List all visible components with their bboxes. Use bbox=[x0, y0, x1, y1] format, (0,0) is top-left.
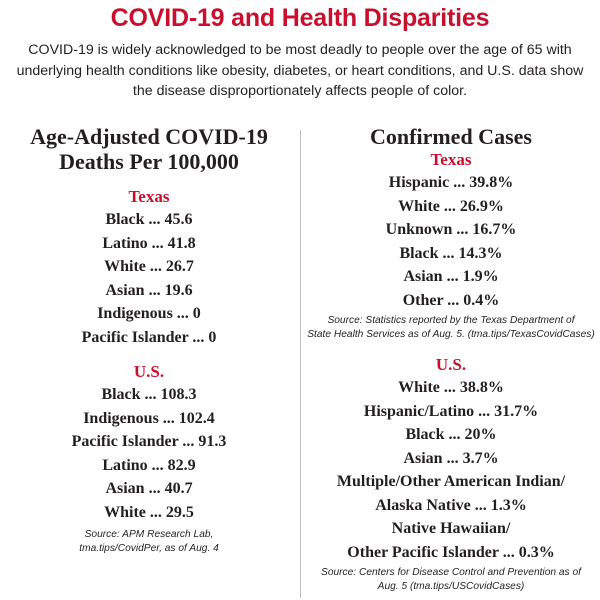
cases-us-row: White ... 38.8% bbox=[398, 379, 504, 396]
deaths-texas-row: Pacific Islander ... 0 bbox=[81, 328, 217, 346]
page-title: COVID-19 and Health Disparities bbox=[110, 4, 490, 32]
cases-us-row: Other Pacific Islander ... 0.3% bbox=[347, 543, 555, 561]
cases-texas-row: Hispanic ... 39.8% bbox=[388, 174, 514, 191]
cases-column: Confirmed Cases Texas Hispanic ... 39.8%… bbox=[302, 124, 600, 594]
deaths-column: Age-Adjusted COVID-19 Deaths Per 100,000… bbox=[0, 124, 298, 556]
cases-texas-row: Black ... 14.3% bbox=[399, 244, 503, 262]
cases-us-row: Alaska Native ... 1.3% bbox=[375, 496, 527, 514]
cases-texas-source-line2: State Health Services as of Aug. 5. (tma… bbox=[307, 329, 595, 340]
deaths-us-row: Indigenous ... 102.4 bbox=[83, 409, 215, 427]
deaths-heading-line2: Deaths Per 100,000 bbox=[59, 149, 239, 174]
deaths-us-row: Asian ... 40.7 bbox=[105, 480, 193, 497]
cases-us-row: Multiple/Other American Indian/ bbox=[336, 473, 566, 490]
deaths-texas-row: Indigenous ... 0 bbox=[97, 305, 201, 322]
deaths-heading-line1: Age-Adjusted COVID-19 bbox=[30, 124, 268, 149]
deaths-us-row: White ... 29.5 bbox=[104, 503, 194, 521]
cases-texas-row: White ... 26.9% bbox=[398, 197, 504, 215]
deaths-us-row: Pacific Islander ... 91.3 bbox=[71, 433, 227, 450]
cases-us-label: U.S. bbox=[435, 355, 467, 374]
cases-texas-label: Texas bbox=[430, 150, 472, 169]
deaths-us-row: Latino ... 82.9 bbox=[102, 456, 196, 474]
intro-text: COVID-19 is widely acknowledged to be mo… bbox=[16, 42, 584, 99]
deaths-us-label: U.S. bbox=[133, 362, 165, 381]
cases-heading: Confirmed Cases bbox=[370, 124, 532, 149]
cases-us-source-line2: Aug. 5 (tma.tips/USCovidCases) bbox=[377, 581, 525, 592]
deaths-texas-label: Texas bbox=[128, 187, 170, 206]
cases-us-row: Black ... 20% bbox=[405, 426, 497, 443]
cases-us-row: Asian ... 3.7% bbox=[403, 449, 499, 467]
deaths-texas-row: Black ... 45.6 bbox=[105, 211, 193, 228]
deaths-source-line1: Source: APM Research Lab, bbox=[84, 529, 214, 540]
cases-texas-source-line1: Source: Statistics reported by the Texas… bbox=[327, 315, 575, 326]
cases-us-source-line1: Source: Centers for Disease Control and … bbox=[321, 567, 581, 578]
deaths-source-line2: tma.tips/CovidPer, as of Aug. 4 bbox=[79, 543, 219, 554]
deaths-us-row: Black ... 108.3 bbox=[101, 386, 197, 403]
column-divider bbox=[300, 130, 301, 598]
cases-us-row: Native Hawaiian/ bbox=[391, 520, 511, 537]
deaths-texas-row: Asian ... 19.6 bbox=[105, 281, 193, 299]
deaths-texas-row: White ... 26.7 bbox=[104, 258, 194, 275]
cases-texas-row: Other ... 0.4% bbox=[402, 291, 500, 309]
cases-texas-row: Asian ... 1.9% bbox=[403, 268, 499, 285]
cases-texas-row: Unknown ... 16.7% bbox=[385, 221, 517, 238]
cases-us-row: Hispanic/Latino ... 31.7% bbox=[363, 402, 539, 420]
deaths-texas-row: Latino ... 41.8 bbox=[102, 234, 196, 252]
